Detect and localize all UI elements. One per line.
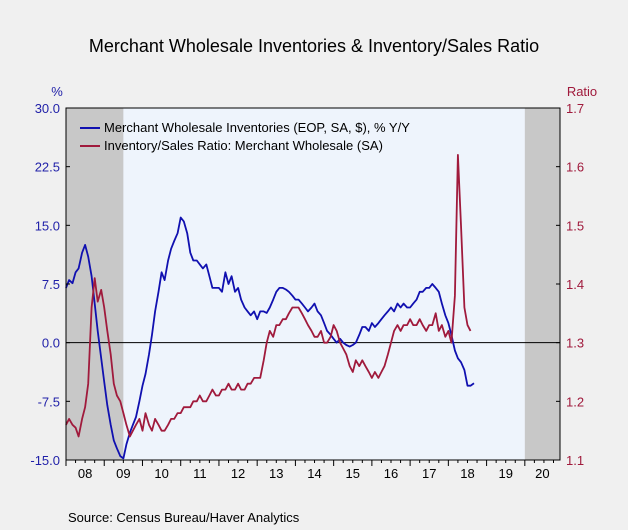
x-year-label: 10 [154,466,168,481]
x-axis-ticks: 08 09 10 11 12 13 14 15 16 17 18 19 20 [65,460,554,481]
x-year-label: 12 [231,466,245,481]
x-year-label: 13 [269,466,283,481]
x-year-label: 20 [535,466,549,481]
x-year-label: 15 [346,466,360,481]
left-axis-label: % [51,84,63,99]
right-tick-label: 1.3 [566,336,584,351]
x-year-label: 09 [116,466,130,481]
source-note: Source: Census Bureau/Haver Analytics [68,510,300,525]
left-tick-label: 7.5 [42,277,60,292]
shaded-period-1 [524,108,560,460]
legend-label-inventories: Merchant Wholesale Inventories (EOP, SA,… [104,120,410,135]
recession-shading [66,108,560,460]
legend: Merchant Wholesale Inventories (EOP, SA,… [80,120,410,153]
x-year-label: 17 [422,466,436,481]
right-tick-label: 1.7 [566,101,584,116]
right-tick-label: 1.5 [566,218,584,233]
series-layer [65,154,475,460]
x-year-label: 19 [498,466,512,481]
right-tick-label: 1.2 [566,394,584,409]
right-tick-label: 1.1 [566,453,584,468]
left-tick-label: 15.0 [35,218,60,233]
legend-label-ratio: Inventory/Sales Ratio: Merchant Wholesal… [104,138,383,153]
right-axis-ticks: 1.1 1.2 1.3 1.4 1.5 1.6 1.7 [556,101,584,468]
chart-title: Merchant Wholesale Inventories & Invento… [89,36,539,56]
left-tick-label: -15.0 [30,453,60,468]
x-year-label: 14 [307,466,321,481]
left-tick-label: 0.0 [42,336,60,351]
right-axis-label: Ratio [567,84,597,99]
plot-area [66,108,560,460]
left-tick-label: -7.5 [38,394,60,409]
x-year-label: 11 [193,466,207,481]
left-tick-label: 22.5 [35,160,60,175]
series-line-ratio [65,154,472,438]
right-tick-label: 1.4 [566,277,584,292]
left-tick-label: 30.0 [35,101,60,116]
left-axis-ticks: -15.0 -7.5 0.0 7.5 15.0 22.5 30.0 [30,101,70,468]
x-year-label: 18 [460,466,474,481]
x-year-label: 16 [384,466,398,481]
x-year-label: 08 [78,466,92,481]
right-tick-label: 1.6 [566,160,584,175]
series-line-inventories [65,216,475,460]
